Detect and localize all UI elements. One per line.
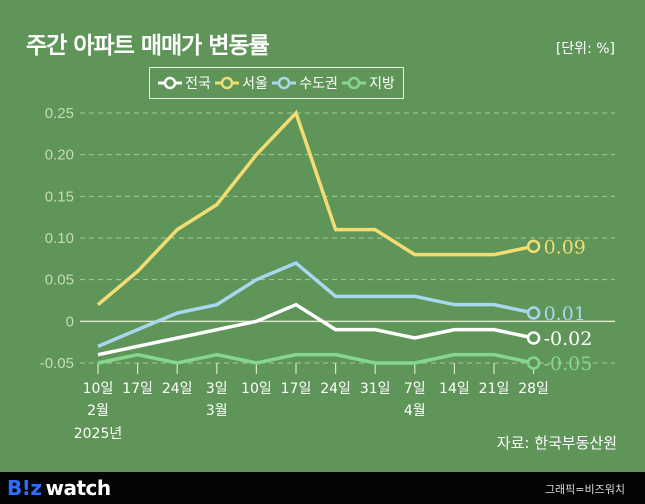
end-value-label: -0.05 — [544, 353, 593, 375]
x-tick-label: 17일 — [281, 381, 312, 397]
y-tick-label: 0.05 — [45, 272, 74, 289]
x-tick-label: 31일 — [360, 381, 391, 397]
series-line-지방 — [97, 352, 534, 365]
chart-title: 주간 아파트 매매가 변동률 — [26, 33, 270, 59]
legend: 전국 서울 수도권 지방 — [149, 67, 404, 99]
x-tick-label: 24일 — [320, 381, 351, 397]
end-value-label: 0.01 — [544, 303, 586, 325]
bizwatch-logo: B!z watch — [7, 476, 111, 500]
month-label: 3월 — [206, 403, 228, 419]
graphic-credit: 그래픽=비즈워치 — [544, 483, 625, 496]
legend-label: 지방 — [369, 76, 395, 92]
legend-label: 전국 — [185, 76, 211, 92]
source-label: 자료: 한국부동산원 — [496, 434, 617, 452]
y-tick-label: 0.20 — [45, 147, 74, 164]
legend-marker-icon — [158, 76, 183, 90]
x-tick-label: 28일 — [518, 381, 549, 397]
legend-item-national: 전국 — [158, 73, 211, 93]
end-marker — [526, 356, 541, 370]
x-tick-label: 21일 — [479, 381, 510, 397]
line-chart: 0.25 0.20 0.15 0.10 0.05 0 -0.05 10일 17일 24일 3일 10일… — [40, 105, 615, 442]
y-tick-label: -0.05 — [40, 355, 74, 372]
y-tick-label: 0.10 — [45, 230, 74, 247]
end-marker — [526, 306, 541, 320]
series-line-전국 — [97, 302, 534, 357]
legend-item-regional: 지방 — [342, 73, 395, 93]
x-tick-label: 10일 — [241, 381, 272, 397]
x-tick-label: 3일 — [206, 381, 228, 397]
legend-marker-icon — [342, 76, 367, 90]
x-tick-label: 24일 — [162, 381, 193, 397]
year-label: 2025년 — [74, 426, 123, 442]
end-value-label: -0.02 — [544, 328, 593, 350]
x-tick-label: 14일 — [439, 381, 470, 397]
legend-marker-icon — [272, 76, 297, 90]
end-value-label: 0.09 — [544, 236, 586, 258]
end-marker — [526, 331, 541, 345]
legend-item-capital: 수도권 — [272, 73, 338, 93]
y-tick-label: 0.25 — [45, 105, 74, 122]
series-line-수도권 — [97, 260, 534, 348]
month-label: 2월 — [87, 403, 109, 419]
y-tick-label: 0 — [66, 313, 74, 330]
x-tick-label: 10일 — [83, 381, 114, 397]
footer-bar: B!z watch 그래픽=비즈워치 — [0, 472, 645, 504]
series-line-서울 — [96, 109, 534, 307]
legend-label: 수도권 — [299, 76, 338, 92]
unit-label: [단위: %] — [555, 41, 615, 57]
legend-marker-icon — [215, 76, 240, 90]
y-tick-label: 0.15 — [45, 188, 74, 205]
legend-item-seoul: 서울 — [215, 73, 268, 93]
x-tick-label: 17일 — [122, 381, 153, 397]
x-tick-label: 7일 — [404, 381, 426, 397]
legend-label: 서울 — [242, 76, 268, 92]
month-label: 4월 — [404, 403, 426, 419]
end-marker — [526, 239, 541, 254]
